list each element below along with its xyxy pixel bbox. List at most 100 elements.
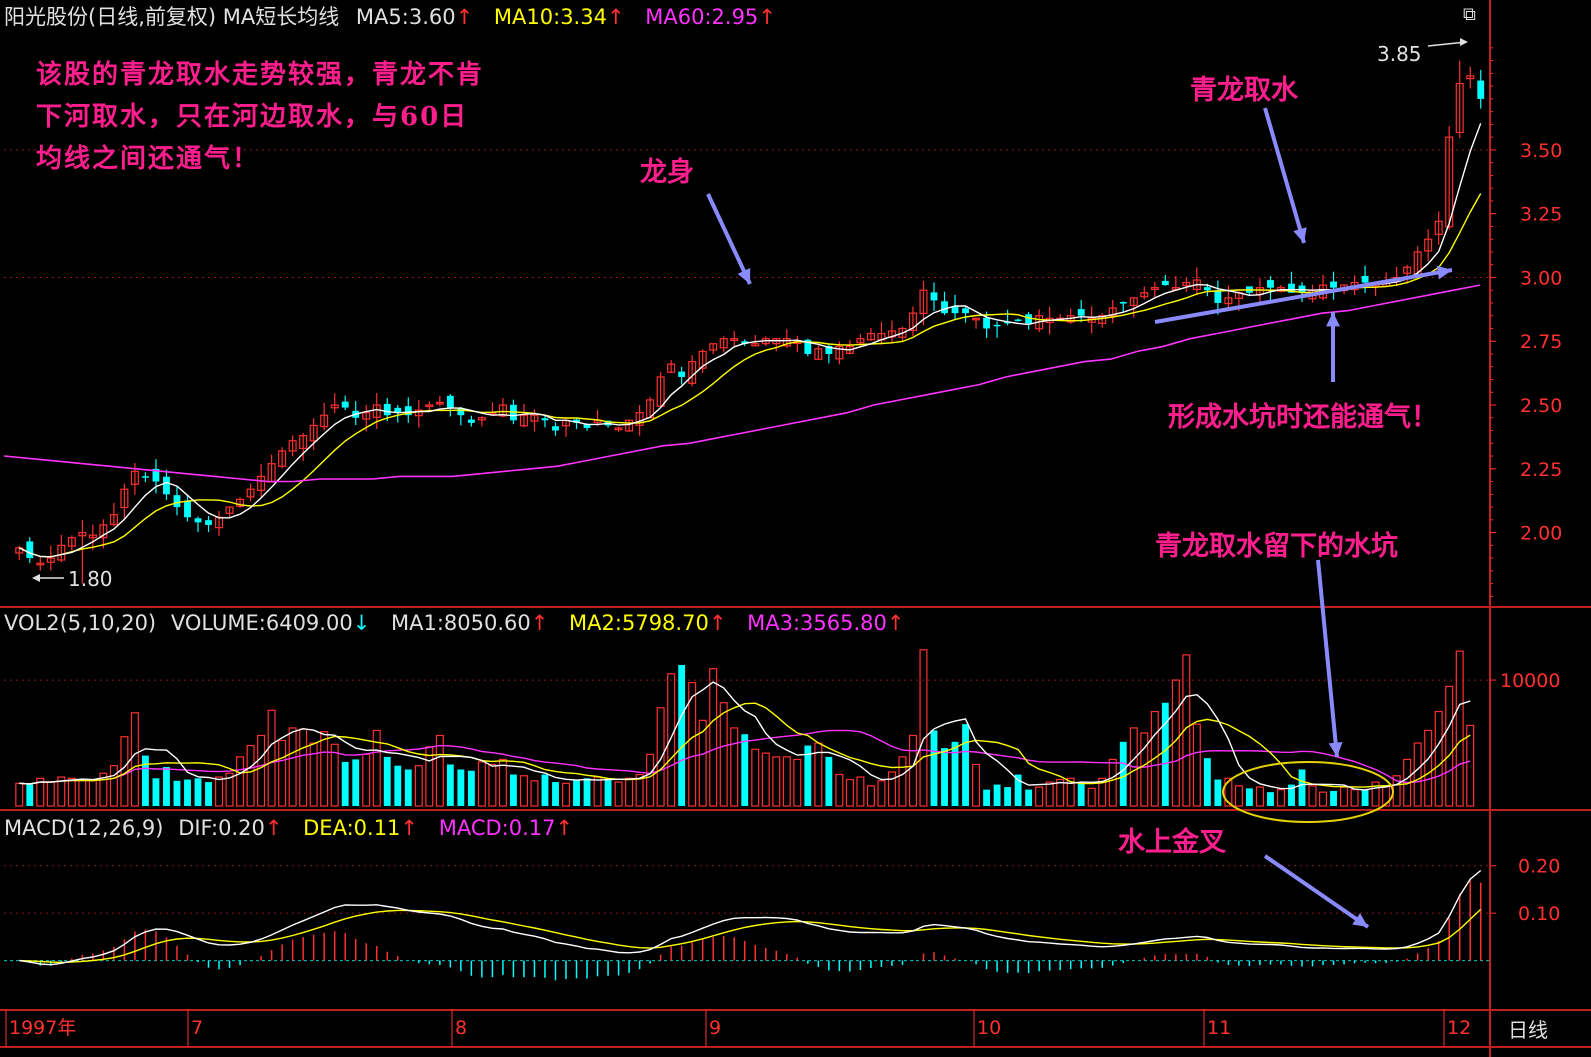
- candle-body-up: [309, 424, 318, 442]
- candle-body-up: [709, 343, 718, 351]
- volume-bar-up: [288, 727, 297, 807]
- macd-indicator-name: MACD(12,26,9): [4, 816, 164, 840]
- volume-bar-down: [352, 759, 360, 806]
- volume-bar-up: [845, 778, 854, 807]
- ma10-value: MA10:3.34: [493, 5, 607, 29]
- candle-body-down: [467, 419, 475, 423]
- annotation-main-text: 该股的青龙取水走势较强，青龙不肯下河取水，只在河边取水，与60日均线之间还通气！: [36, 60, 485, 174]
- volume-bar-up: [782, 756, 791, 807]
- arrow-shuikeng-head: [1328, 741, 1343, 757]
- volume-bar-up: [1066, 777, 1075, 807]
- candle-body-up: [519, 414, 528, 427]
- price-tick-label: 2.00: [1520, 523, 1562, 545]
- ma10-up-arrow-icon: ↑: [606, 5, 625, 29]
- candle-body-up: [246, 488, 255, 498]
- candle-body-up: [908, 312, 917, 331]
- candle-body-down: [184, 500, 191, 518]
- volume-bar-down: [446, 764, 454, 806]
- candle-body-up: [225, 506, 234, 514]
- candle-body-up: [698, 350, 707, 369]
- macd-tick-label: 0.20: [1518, 856, 1560, 878]
- candle-body-up: [477, 417, 486, 421]
- candle-body-down: [394, 407, 402, 413]
- restore-window-icon[interactable]: ⧉: [1463, 4, 1476, 25]
- volume-bar-up: [1308, 785, 1317, 807]
- volume-bar-up: [1276, 789, 1285, 807]
- vol-ma1: MA1:8050.60: [390, 611, 531, 635]
- volume-bar-down: [142, 755, 149, 806]
- volume-bar-up: [1150, 710, 1159, 807]
- period-label[interactable]: 日线: [1508, 1018, 1548, 1042]
- volume-bar-up: [856, 776, 865, 807]
- volume-bar-up: [57, 776, 66, 807]
- volume-bar-down: [1267, 792, 1274, 806]
- candle-body-up: [1466, 75, 1475, 80]
- candle-body-up: [1455, 82, 1464, 134]
- arrow-qinglong-head: [1293, 227, 1307, 243]
- stock-title: 阳光股份(日线,前复权) MA短长均线: [4, 5, 340, 29]
- annotation-qinglong: 青龙取水: [1190, 75, 1298, 106]
- candle-body-down: [678, 371, 686, 377]
- candle-body-down: [1025, 314, 1033, 324]
- arrow-longshen-head: [737, 268, 751, 284]
- volume-bar-down: [541, 774, 549, 806]
- volume-bar-up: [130, 712, 139, 807]
- candle-body-up: [1445, 136, 1454, 228]
- volume-bar-down: [152, 778, 160, 806]
- candle-body-up: [88, 534, 97, 539]
- volume-bar-up: [225, 772, 234, 807]
- volume-bar-down: [457, 769, 465, 806]
- macd-up-arrow-icon: ↑: [555, 816, 574, 840]
- volume-bar-down: [467, 770, 475, 806]
- volume-bar-down: [383, 756, 391, 806]
- macd-dif: DIF:0.20: [178, 816, 265, 840]
- volume-bar-down: [573, 779, 580, 806]
- candle-body-down: [205, 520, 212, 525]
- candle-body-up: [362, 412, 371, 420]
- candle-body-down: [26, 541, 34, 559]
- dea-up-arrow-icon: ↑: [400, 816, 419, 840]
- volume-bar-up: [1087, 787, 1096, 807]
- volume-bar-up: [1234, 785, 1243, 807]
- date-tick-label: 10: [977, 1017, 1001, 1039]
- candle-body-up: [1150, 287, 1159, 291]
- volume-bar-up: [519, 775, 528, 807]
- candle-body-down: [1119, 302, 1127, 304]
- arrow-jincha: [1263, 854, 1370, 929]
- volume-bar-down: [741, 734, 749, 806]
- volume-bar-up: [835, 773, 844, 807]
- candle-body-down: [583, 424, 591, 428]
- volume-bar-up: [1035, 786, 1044, 807]
- candle-body-down: [1477, 80, 1485, 99]
- volume-bar-up: [257, 734, 266, 807]
- volume-tick-label: 10000: [1500, 670, 1560, 692]
- volume-bar-up: [15, 782, 24, 807]
- candle-body-up: [278, 450, 287, 467]
- vol-ma2: MA2:5798.70: [569, 611, 709, 635]
- candle-body-down: [941, 301, 948, 314]
- volume-bar-down: [1214, 779, 1222, 806]
- volume-bar-down: [1288, 784, 1295, 806]
- volume-bar-up: [1224, 777, 1233, 807]
- candle-body-down: [383, 403, 391, 416]
- candle-body-down: [1214, 290, 1222, 303]
- candle-body-up: [719, 338, 728, 349]
- candle-body-down: [152, 468, 160, 482]
- volume-bar-down: [510, 774, 517, 806]
- candle-body-up: [46, 557, 55, 563]
- candle-body-up: [530, 414, 539, 422]
- candle-body-up: [667, 363, 676, 373]
- ma3-up-arrow-icon: ↑: [886, 611, 905, 635]
- dea-line: [19, 908, 1482, 964]
- volume-bar-down: [951, 741, 959, 806]
- volume-bar-down: [394, 765, 402, 806]
- volume-bar-down: [205, 782, 212, 806]
- price-tick-label: 2.75: [1520, 331, 1562, 353]
- volume-bar-down: [163, 766, 170, 806]
- volume-panel: [15, 649, 1475, 807]
- volume-ma1-line: [19, 681, 1471, 791]
- candle-body-down: [1288, 283, 1295, 293]
- candle-body-up: [919, 289, 928, 315]
- volume-bar-up: [1466, 724, 1475, 807]
